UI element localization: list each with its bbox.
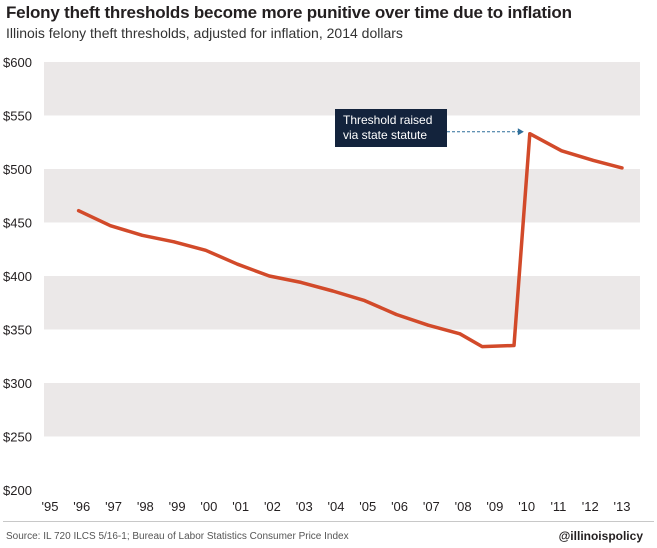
x-tick-label: '04	[328, 499, 345, 514]
chart-subtitle: Illinois felony theft thresholds, adjust…	[6, 25, 403, 41]
annotation-line-1: Threshold raised	[343, 113, 433, 127]
y-axis: $600 $550 $500 $450 $400 $350 $300 $250 $200	[3, 55, 32, 498]
data-point	[363, 299, 367, 303]
x-tick-label: '95	[42, 499, 59, 514]
chart-title: Felony theft thresholds become more puni…	[6, 3, 572, 22]
y-tick-label: $600	[3, 55, 32, 70]
grid-band	[44, 169, 640, 223]
series-group	[76, 131, 624, 349]
x-tick-label: '09	[486, 499, 503, 514]
data-point	[235, 262, 239, 266]
data-point	[204, 248, 208, 252]
data-point	[528, 132, 532, 136]
x-tick-label: '08	[455, 499, 472, 514]
x-tick-label: '05	[359, 499, 376, 514]
y-tick-label: $250	[3, 430, 32, 445]
y-tick-label: $450	[3, 216, 32, 231]
grid-bands	[44, 62, 640, 437]
x-tick-label: '01	[232, 499, 249, 514]
annotation-arrow-group	[447, 128, 524, 136]
x-axis: '95 '96 '97 '98 '99 '00 '01 '02 '03 '04 '05 '06 '07 '…	[42, 499, 631, 514]
x-tick-label: '02	[264, 499, 281, 514]
y-tick-label: $400	[3, 269, 32, 284]
data-point	[108, 224, 112, 228]
data-point	[591, 158, 595, 162]
annotation-box: Threshold raised via state statute	[335, 109, 447, 147]
x-tick-label: '99	[169, 499, 186, 514]
x-tick-label: '07	[423, 499, 440, 514]
data-point	[331, 289, 335, 293]
y-tick-label: $300	[3, 376, 32, 391]
x-tick-label: '11	[550, 499, 566, 514]
x-tick-label: '10	[518, 499, 535, 514]
y-tick-label: $500	[3, 162, 32, 177]
line-chart: $600 $550 $500 $450 $400 $350 $300 $250 $200 '95…	[3, 55, 640, 514]
data-point	[267, 274, 271, 278]
data-point	[512, 344, 516, 348]
x-tick-label: '97	[105, 499, 122, 514]
x-tick-label: '96	[73, 499, 90, 514]
data-point	[140, 233, 144, 237]
source-note: Source: IL 720 ILCS 5/16-1; Bureau of La…	[6, 531, 349, 542]
twitter-handle: @illinoispolicy	[558, 529, 643, 543]
data-point	[560, 149, 564, 153]
grid-band	[44, 62, 640, 116]
data-point	[426, 323, 430, 327]
x-tick-label: '03	[296, 499, 313, 514]
data-point	[77, 209, 81, 213]
x-tick-label: '06	[391, 499, 408, 514]
y-tick-label: $350	[3, 323, 32, 338]
x-tick-label: '13	[614, 499, 631, 514]
x-tick-label: '98	[137, 499, 154, 514]
data-point	[172, 240, 176, 244]
annotation-arrowhead	[517, 128, 524, 136]
annotation-line-2: via state statute	[343, 128, 428, 142]
data-point	[394, 313, 398, 317]
grid-band	[44, 276, 640, 330]
x-tick-label: '00	[200, 499, 217, 514]
data-point	[458, 332, 462, 336]
data-point	[480, 345, 484, 349]
data-point	[299, 280, 303, 284]
grid-band	[44, 383, 640, 437]
y-tick-label: $550	[3, 109, 32, 124]
x-tick-label: '12	[582, 499, 599, 514]
footer-divider	[3, 521, 654, 522]
y-tick-label: $200	[3, 483, 32, 498]
data-point	[620, 166, 624, 170]
